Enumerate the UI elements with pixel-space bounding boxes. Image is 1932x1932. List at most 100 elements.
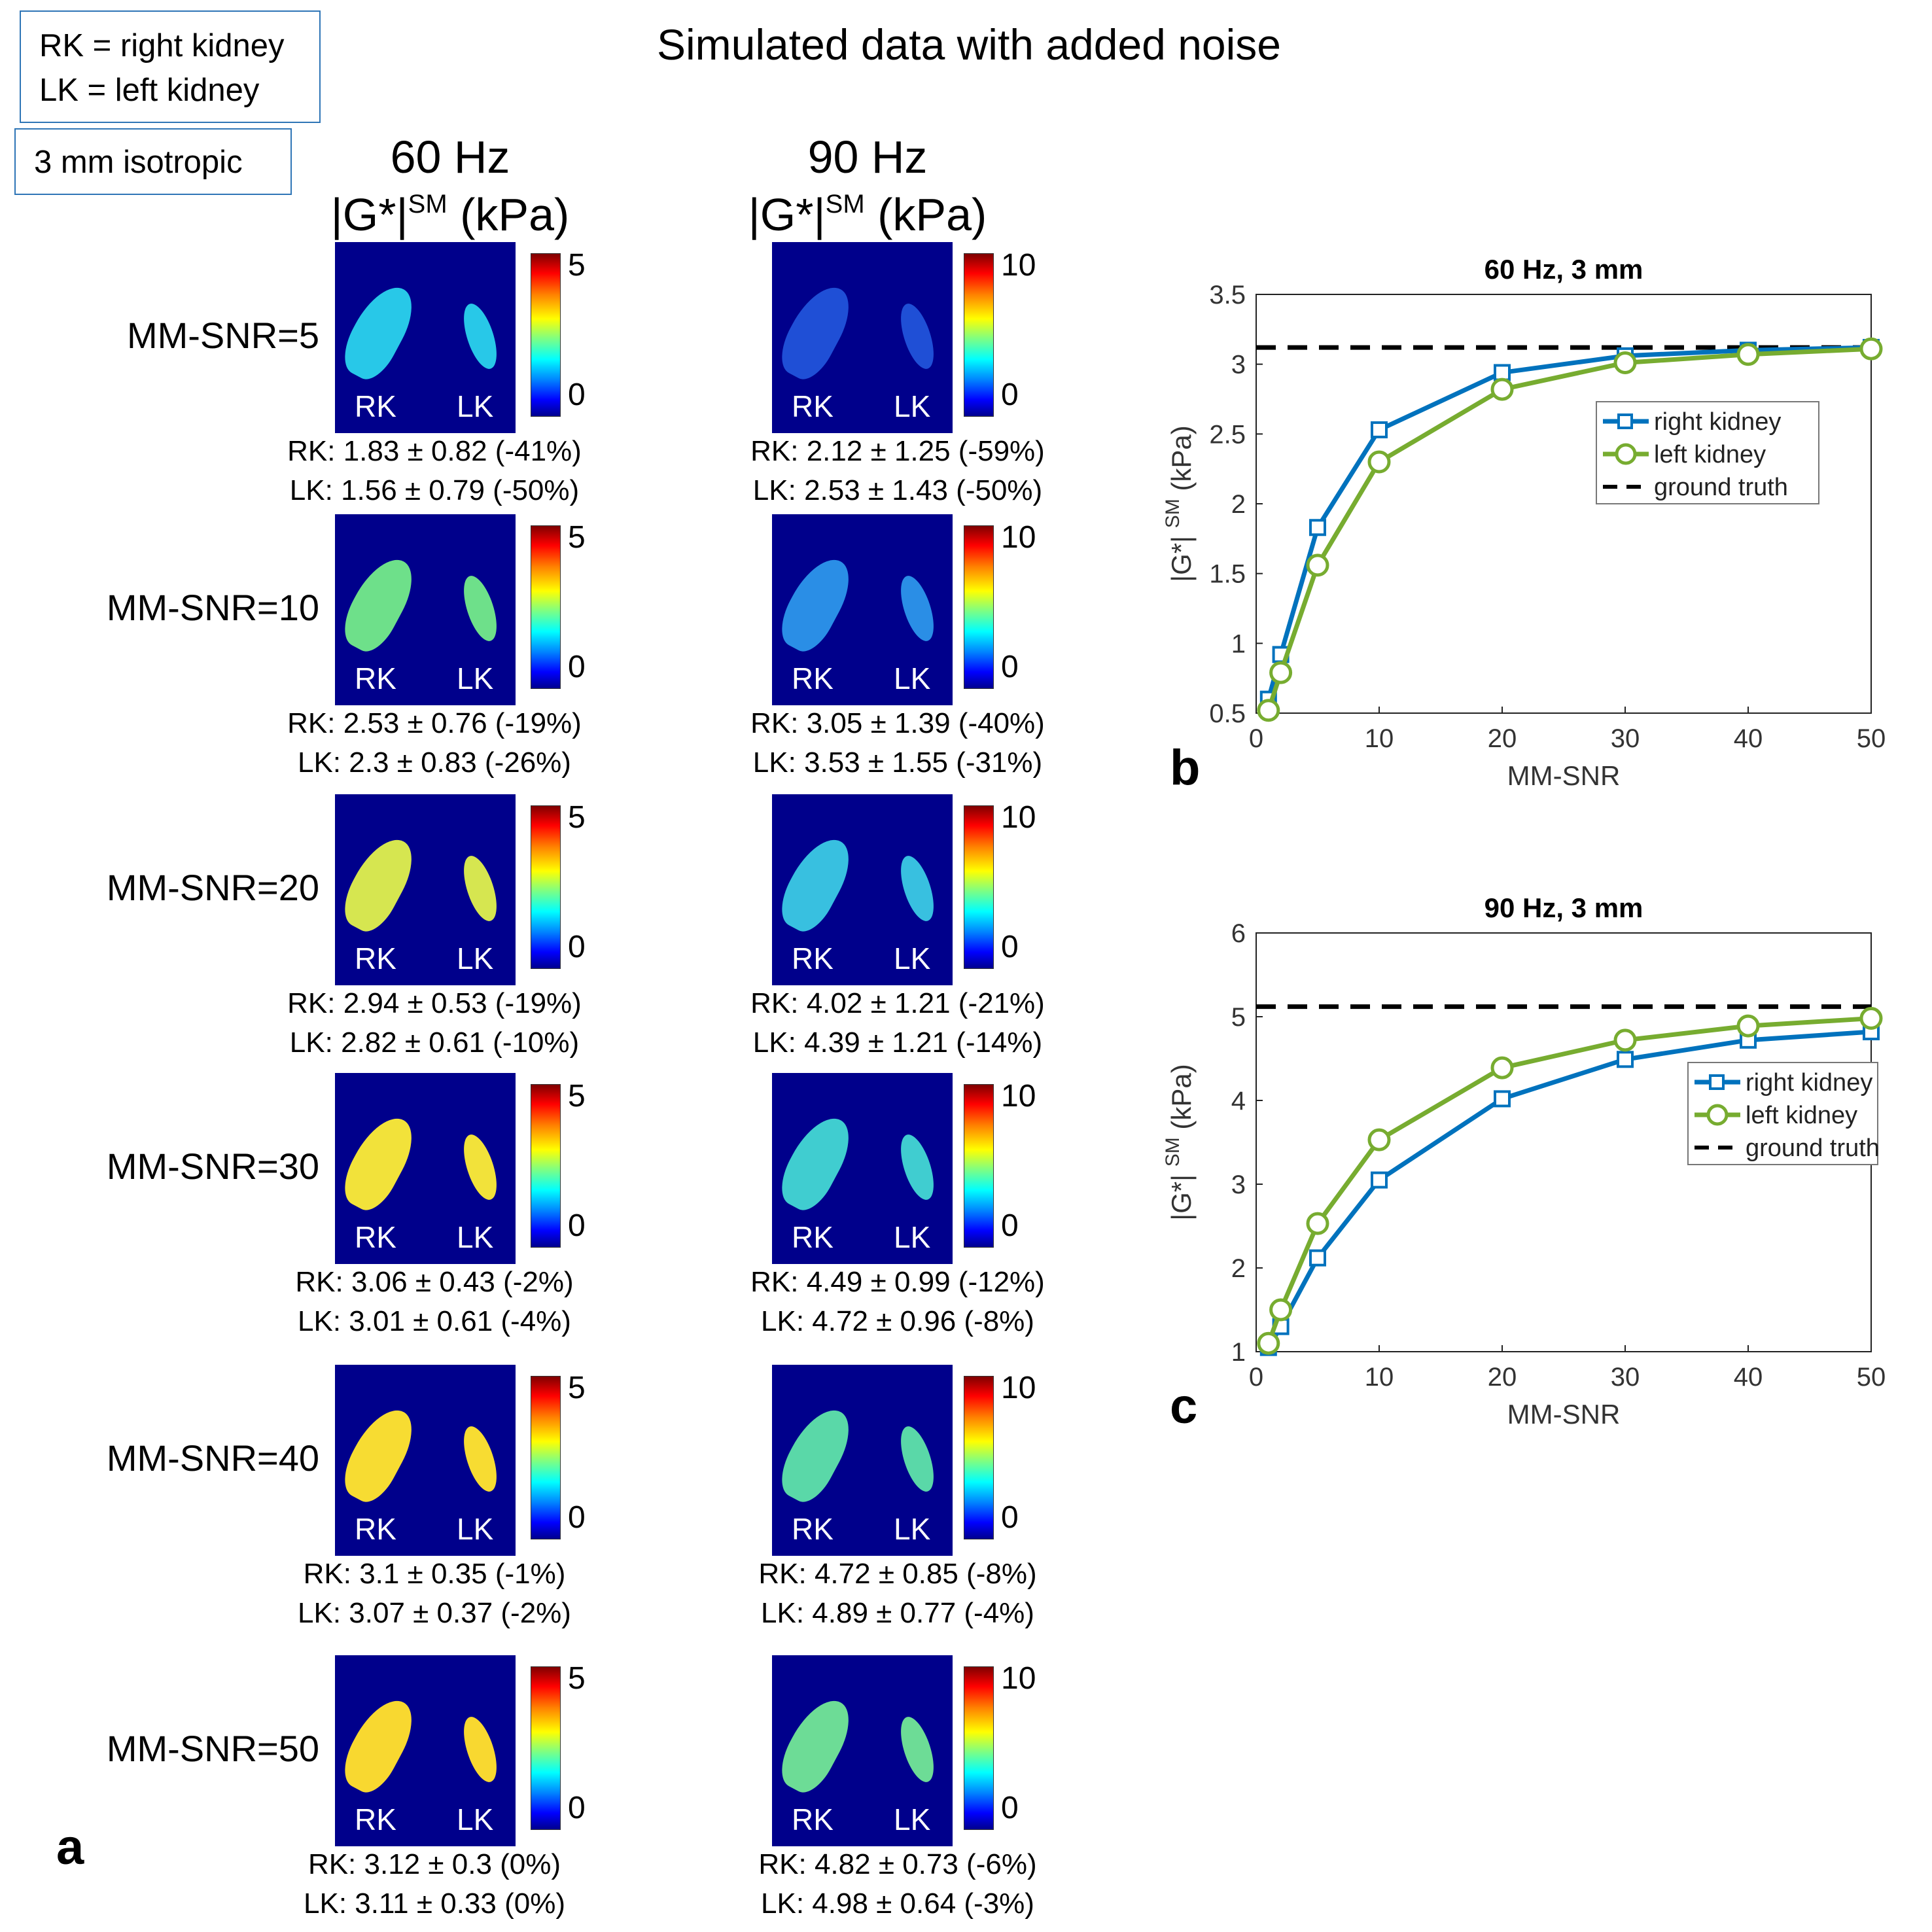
- colorbar-min-label: 0: [1001, 930, 1019, 964]
- colorbar-min-label: 0: [568, 650, 586, 684]
- lk-label: LK: [457, 1512, 494, 1546]
- colorbar-min-label: 0: [1001, 1500, 1019, 1535]
- x-tick-label: 50: [1857, 1363, 1886, 1392]
- left-kidney-region: [894, 572, 941, 645]
- right-kidney-region: [335, 277, 423, 387]
- row-label-0: MM-SNR=5: [126, 315, 319, 356]
- legend-label: left kidney: [1654, 441, 1766, 468]
- figure-title: Simulated data with added noise: [657, 20, 1281, 69]
- x-tick-label: 10: [1365, 1363, 1394, 1392]
- colorbar-max-label: 10: [1001, 1079, 1036, 1114]
- stat-c60-rk: RK: 1.83 ± 0.82 (-41%): [287, 435, 582, 467]
- legend-label: ground truth: [1746, 1134, 1880, 1162]
- row-label-1: MM-SNR=10: [106, 587, 319, 628]
- row-label-3: MM-SNR=30: [106, 1146, 319, 1187]
- left-kidney-region: [457, 1713, 504, 1786]
- rk-label: RK: [792, 1220, 834, 1254]
- colorbar-min-label: 0: [1001, 650, 1019, 684]
- data-point-right-kidney: [1617, 1051, 1634, 1068]
- column-freq-60: 60 Hz: [390, 132, 510, 183]
- data-point-right-kidney: [1494, 1090, 1511, 1108]
- column-measure-90: |G*|SM (kPa): [748, 189, 987, 240]
- colorbar-max-label: 10: [1001, 1371, 1036, 1405]
- column-measure-60: |G*|SM (kPa): [330, 189, 570, 240]
- colorbar-c90: [964, 806, 993, 968]
- stat-c60-rk: RK: 3.1 ± 0.35 (-1%): [303, 1558, 566, 1590]
- elastogram-c90-row-2: RK LK: [772, 794, 953, 985]
- y-tick-label: 2: [1231, 490, 1246, 519]
- colorbar-max-label: 10: [1001, 248, 1036, 283]
- elastogram-c90-row-3: RK LK: [772, 1073, 953, 1264]
- rk-label: RK: [355, 1220, 396, 1254]
- lk-label: LK: [894, 1512, 931, 1546]
- legend-label: right kidney: [1654, 408, 1781, 436]
- left-kidney-region: [894, 1131, 941, 1204]
- colorbar-max-label: 10: [1001, 520, 1036, 555]
- colorbar-max-label: 5: [568, 800, 586, 835]
- stat-c90-rk: RK: 4.82 ± 0.73 (-6%): [758, 1848, 1037, 1880]
- rk-label: RK: [792, 389, 834, 423]
- left-kidney-region: [457, 1131, 504, 1204]
- data-point-left-kidney: [1367, 1128, 1391, 1151]
- y-tick-label: 3: [1231, 1170, 1246, 1199]
- series-line-right-kidney: [1266, 345, 1872, 700]
- right-kidney-region: [772, 277, 860, 387]
- row-label-4: MM-SNR=40: [106, 1437, 319, 1479]
- right-kidney-region: [335, 1690, 423, 1800]
- lk-label: LK: [457, 1220, 494, 1254]
- colorbar-c60: [531, 1667, 560, 1829]
- colorbar-c90: [964, 254, 993, 416]
- colorbar-max-label: 5: [568, 248, 586, 283]
- elastogram-c60-row-1: RK LK: [335, 514, 516, 705]
- data-point-left-kidney: [1736, 343, 1760, 366]
- x-tick-label: 40: [1734, 724, 1763, 753]
- y-tick-label: 1: [1231, 1338, 1246, 1367]
- note-rk: RK = right kidney: [39, 28, 285, 63]
- lk-label: LK: [457, 661, 494, 695]
- row-label-5: MM-SNR=50: [106, 1728, 319, 1769]
- resolution-note: 3 mm isotropic: [34, 145, 243, 180]
- colorbar-max-label: 5: [568, 1079, 586, 1114]
- data-point-left-kidney: [1613, 351, 1637, 375]
- right-kidney-region: [772, 829, 860, 939]
- left-kidney-region: [457, 300, 504, 373]
- y-axis-label: |G*| SM (kPa): [1162, 425, 1197, 582]
- colorbar-min-label: 0: [568, 1791, 586, 1825]
- lk-label: LK: [894, 941, 931, 975]
- y-tick-label: 6: [1231, 919, 1246, 948]
- left-kidney-region: [457, 572, 504, 645]
- chart-60hz: 60 Hz, 3 mm 0 10 20 30 40 50 0.5 1 1.5 2 2.5 3 3.5 MM-…: [1162, 254, 1886, 791]
- column-header-60hz: 60 Hz |G*|SM (kPa): [254, 128, 646, 243]
- stat-c60-lk: LK: 3.01 ± 0.61 (-4%): [298, 1305, 571, 1337]
- row-label-2: MM-SNR=20: [106, 867, 319, 908]
- lk-label: LK: [457, 1802, 494, 1836]
- x-tick-label: 10: [1365, 724, 1394, 753]
- colorbar-c60: [531, 1377, 560, 1539]
- elastogram-c90-row-1: RK LK: [772, 514, 953, 705]
- note-lk: LK = left kidney: [39, 73, 260, 108]
- right-kidney-region: [772, 1399, 860, 1509]
- x-tick-label: 30: [1611, 1363, 1640, 1392]
- data-point-left-kidney: [1269, 661, 1293, 684]
- elastogram-c60-row-3: RK LK: [335, 1073, 516, 1264]
- column-freq-90: 90 Hz: [807, 132, 928, 183]
- x-axis-label: MM-SNR: [1507, 760, 1621, 791]
- x-tick-label: 20: [1488, 1363, 1517, 1392]
- elastogram-c90-row-0: RK LK: [772, 242, 953, 433]
- rk-label: RK: [355, 389, 396, 423]
- elastogram-c60-row-5: RK LK: [335, 1655, 516, 1846]
- stat-c60-lk: LK: 2.82 ± 0.61 (-10%): [289, 1027, 580, 1059]
- panel-letter-b: b: [1170, 740, 1201, 796]
- stat-c90-rk: RK: 4.02 ± 1.21 (-21%): [750, 987, 1045, 1019]
- data-point-left-kidney: [1257, 1331, 1280, 1355]
- data-point-right-kidney: [1371, 1171, 1388, 1189]
- left-kidney-region: [457, 852, 504, 925]
- lk-label: LK: [894, 1220, 931, 1254]
- rk-label: RK: [355, 941, 396, 975]
- rk-label: RK: [355, 1512, 396, 1546]
- colorbar-c90: [964, 1377, 993, 1539]
- data-point-right-kidney: [1371, 421, 1388, 438]
- colorbar-c60: [531, 1085, 560, 1247]
- right-kidney-region: [335, 829, 423, 939]
- rk-label: RK: [792, 941, 834, 975]
